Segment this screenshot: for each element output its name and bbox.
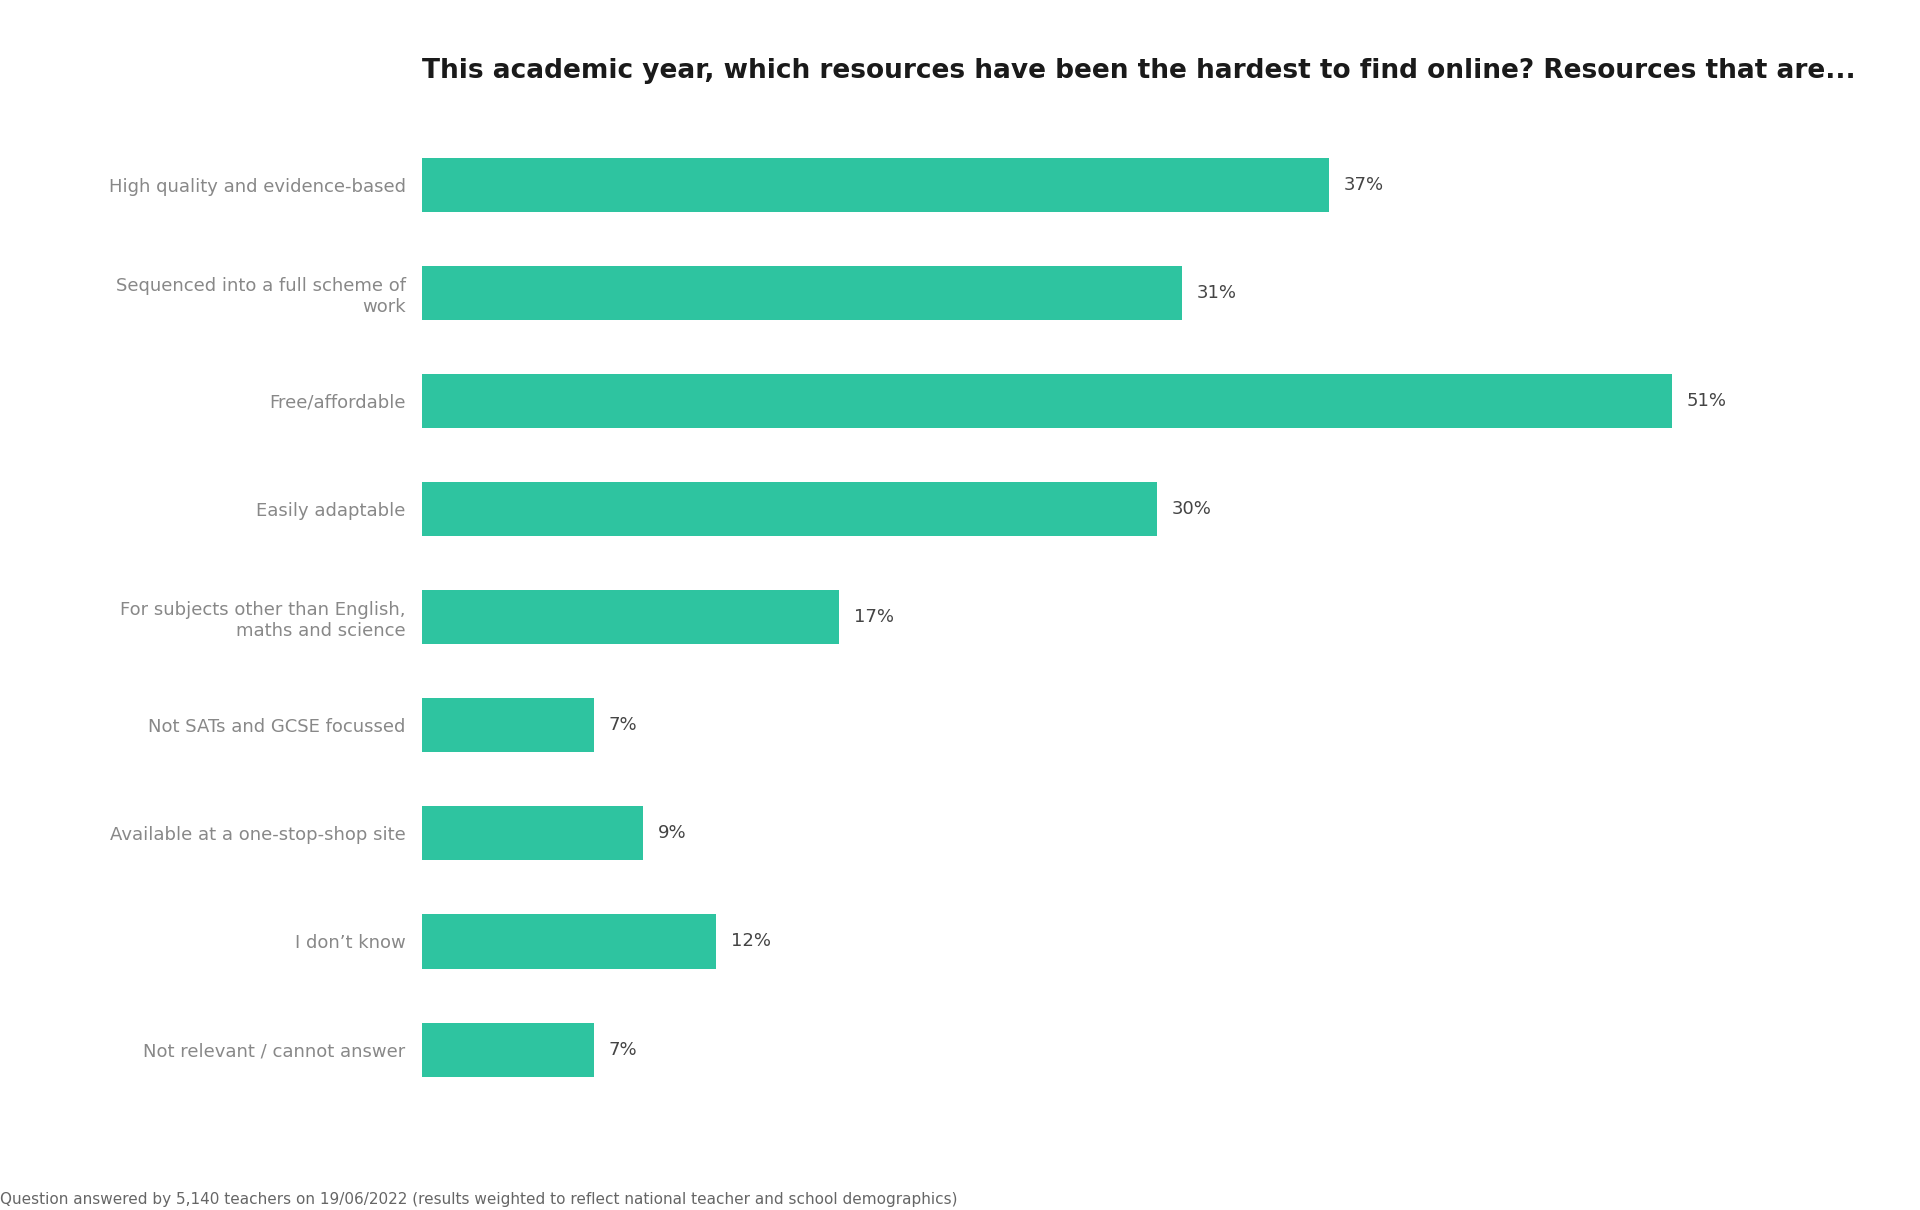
Text: 12%: 12% xyxy=(732,933,772,951)
Text: 9%: 9% xyxy=(657,824,685,842)
Bar xyxy=(422,266,1183,319)
Text: 31%: 31% xyxy=(1196,283,1236,301)
Bar xyxy=(422,915,716,968)
Bar xyxy=(422,698,593,753)
Text: 7%: 7% xyxy=(609,1041,637,1059)
Bar xyxy=(422,1022,593,1077)
Bar xyxy=(422,157,1329,212)
Text: 37%: 37% xyxy=(1344,175,1384,194)
Text: 30%: 30% xyxy=(1171,500,1212,518)
Bar xyxy=(422,374,1672,428)
Bar xyxy=(422,482,1158,536)
Bar xyxy=(422,806,643,860)
Bar xyxy=(422,590,839,644)
Text: 51%: 51% xyxy=(1686,392,1726,410)
Text: 17%: 17% xyxy=(854,609,893,626)
Text: This academic year, which resources have been the hardest to find online? Resour: This academic year, which resources have… xyxy=(422,58,1857,85)
Text: 7%: 7% xyxy=(609,716,637,734)
Text: Question answered by 5,140 teachers on 19/06/2022 (results weighted to reflect n: Question answered by 5,140 teachers on 1… xyxy=(0,1192,958,1206)
